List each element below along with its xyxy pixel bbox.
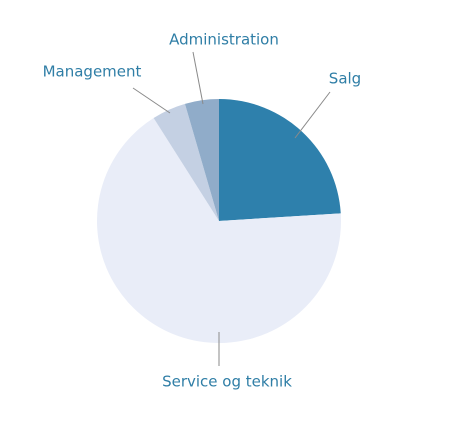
slice-label: Service og teknik [162,373,292,391]
pie-slice [219,99,341,221]
slice-label: Management [43,63,142,81]
pie-slice [96,117,341,344]
leader-line [132,87,171,114]
leader-line [294,91,331,139]
leader-line [192,51,204,105]
slice-label: Administration [169,31,279,49]
pie-slice [184,99,219,221]
pie-slice [153,103,219,221]
slice-label: Salg [329,70,361,88]
